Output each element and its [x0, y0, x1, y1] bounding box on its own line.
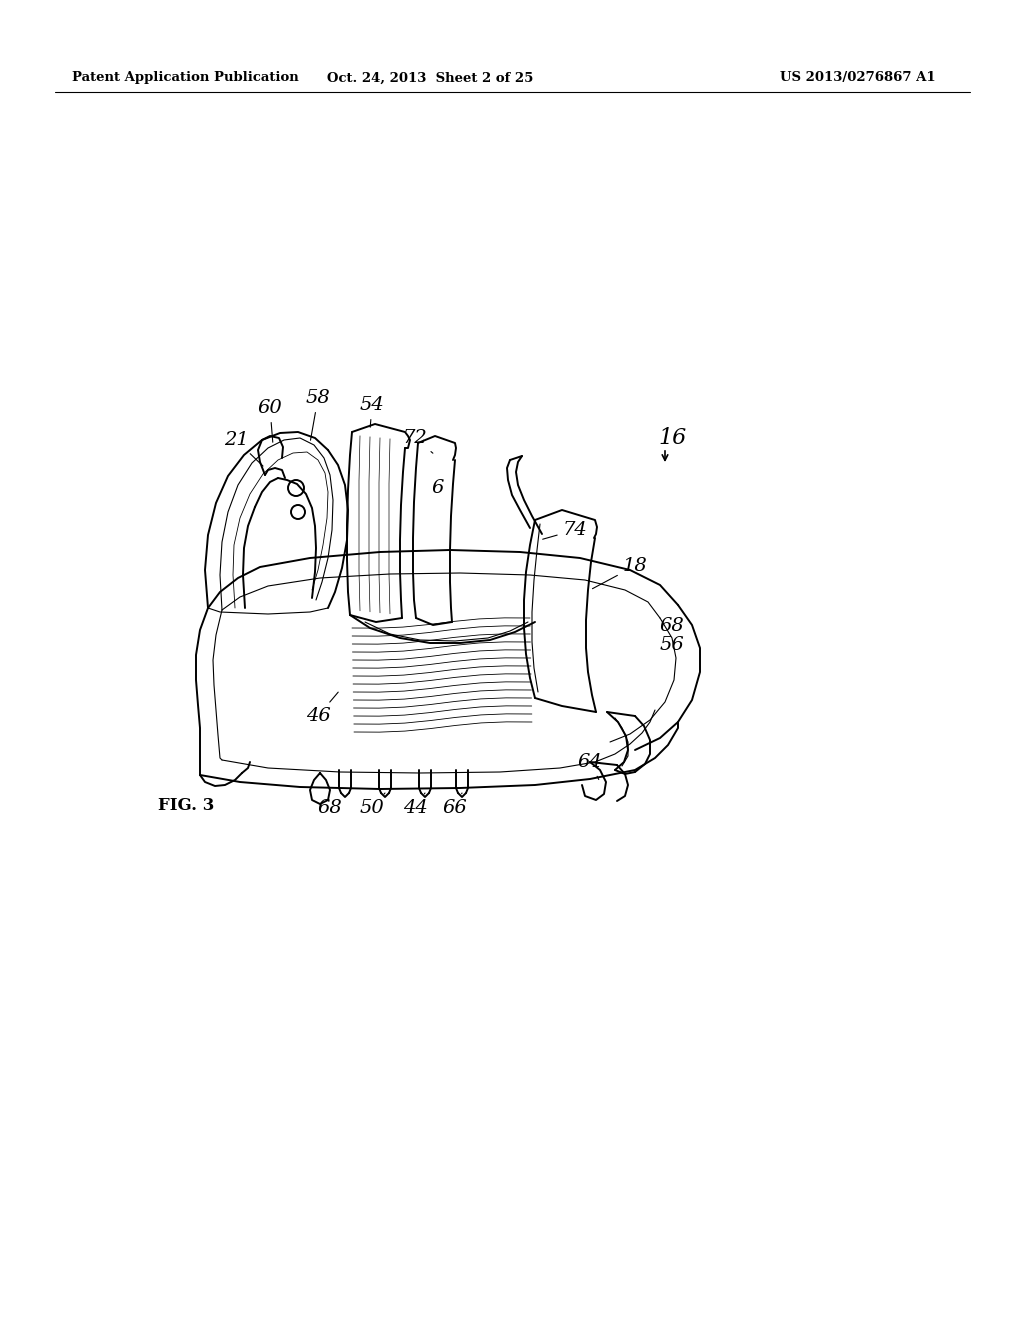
Text: 6: 6: [432, 479, 444, 498]
Text: 18: 18: [593, 557, 647, 589]
Text: 50: 50: [359, 793, 385, 817]
Text: 46: 46: [305, 692, 338, 725]
Text: 56: 56: [659, 636, 684, 653]
Text: US 2013/0276867 A1: US 2013/0276867 A1: [780, 71, 936, 84]
Text: 74: 74: [543, 521, 588, 540]
Text: 44: 44: [402, 793, 427, 817]
Text: 60: 60: [258, 399, 283, 442]
Text: FIG. 3: FIG. 3: [158, 796, 214, 813]
Text: 66: 66: [442, 793, 467, 817]
Text: 64: 64: [578, 752, 602, 780]
Text: 54: 54: [359, 396, 384, 428]
Text: 58: 58: [305, 389, 331, 441]
Text: 72: 72: [402, 429, 433, 453]
Text: 68: 68: [659, 616, 684, 635]
Text: Patent Application Publication: Patent Application Publication: [72, 71, 299, 84]
Text: 21: 21: [223, 432, 263, 466]
Text: Oct. 24, 2013  Sheet 2 of 25: Oct. 24, 2013 Sheet 2 of 25: [327, 71, 534, 84]
Text: 68: 68: [317, 799, 342, 817]
Text: 16: 16: [658, 426, 686, 449]
